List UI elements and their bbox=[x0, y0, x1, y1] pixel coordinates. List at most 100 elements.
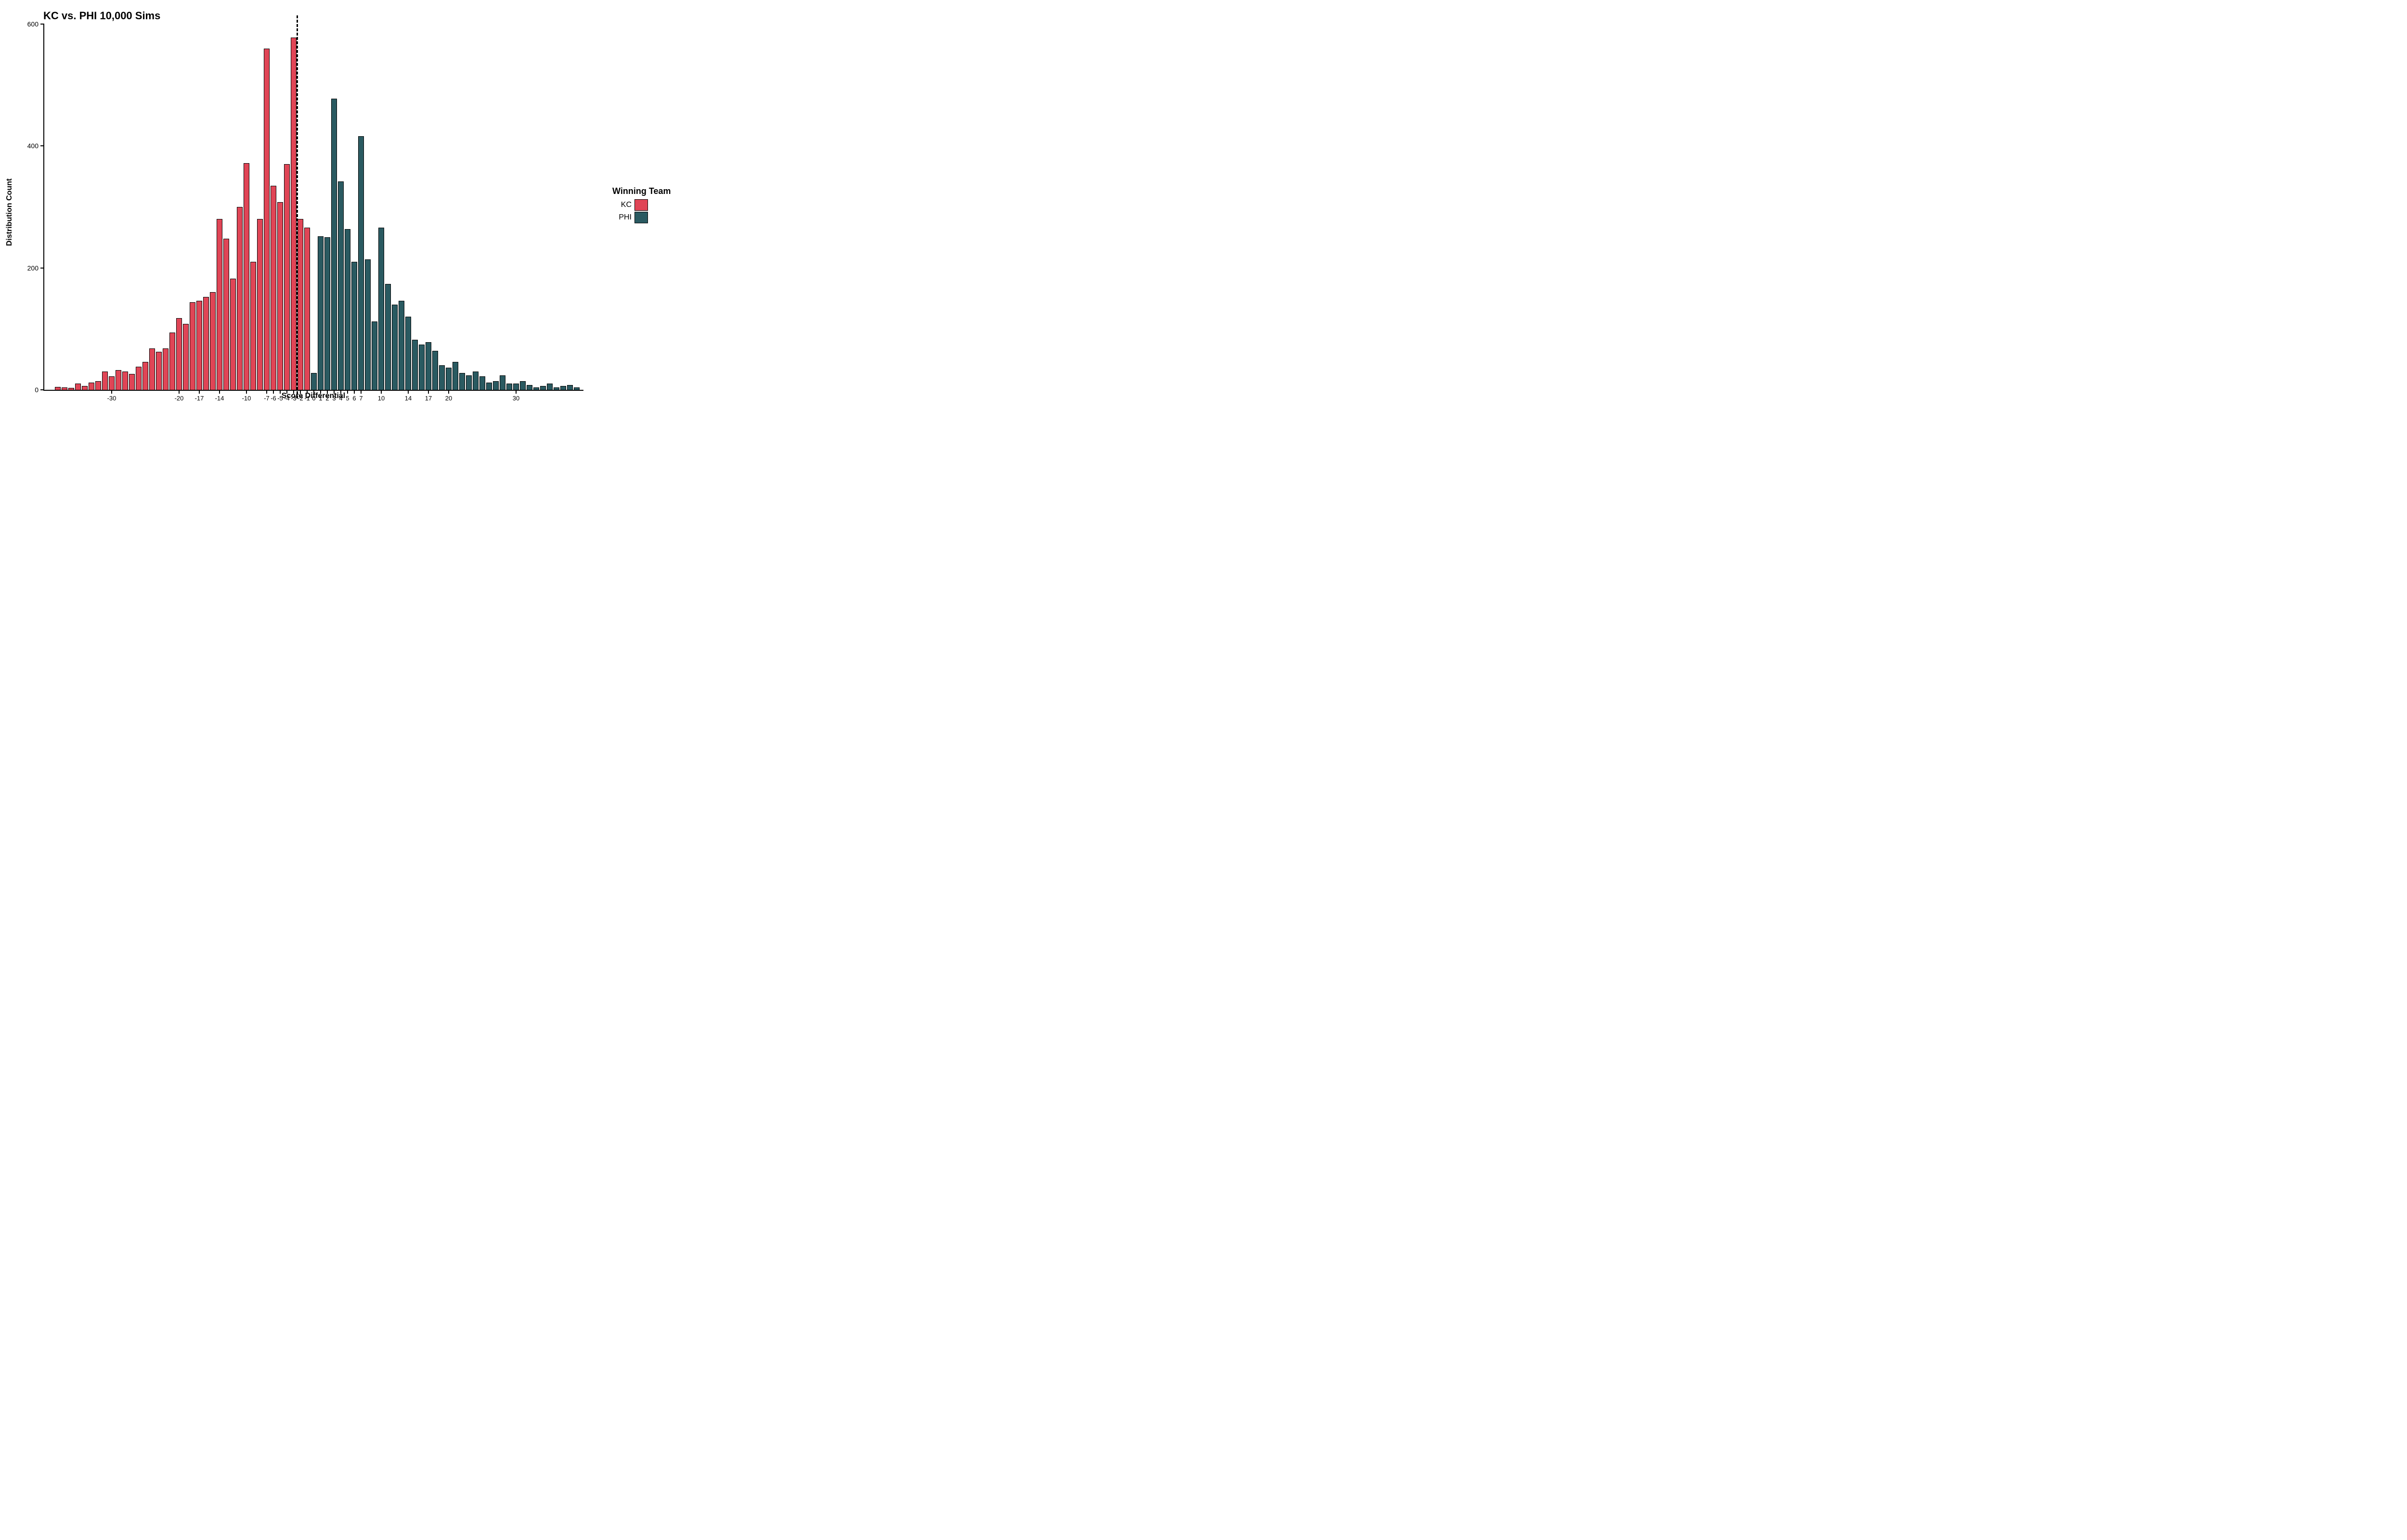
histogram-bar bbox=[574, 387, 580, 390]
histogram-bar bbox=[210, 292, 216, 390]
histogram-bar bbox=[439, 365, 445, 390]
y-tick bbox=[40, 389, 44, 390]
y-tick bbox=[40, 24, 44, 25]
histogram-bar bbox=[116, 370, 121, 390]
x-tick bbox=[448, 390, 449, 394]
histogram-bar bbox=[163, 348, 168, 390]
histogram-bar bbox=[378, 228, 384, 390]
histogram-bar bbox=[142, 362, 148, 390]
x-tick-label: -10 bbox=[242, 395, 251, 402]
x-tick bbox=[334, 390, 335, 394]
histogram-bar bbox=[338, 181, 344, 390]
histogram-bar bbox=[493, 381, 499, 390]
histogram-bar bbox=[372, 321, 377, 390]
x-tick bbox=[347, 390, 348, 394]
x-tick-label: -20 bbox=[175, 395, 184, 402]
histogram-bar bbox=[547, 384, 553, 390]
x-tick bbox=[340, 390, 341, 394]
histogram-bar bbox=[284, 164, 290, 390]
histogram-bar bbox=[567, 385, 573, 390]
x-tick bbox=[361, 390, 362, 394]
histogram-bar bbox=[392, 305, 398, 390]
histogram-bar bbox=[244, 163, 249, 390]
histogram-bar bbox=[506, 384, 512, 390]
x-tick bbox=[219, 390, 220, 394]
histogram-bar bbox=[89, 383, 94, 390]
reference-vline bbox=[297, 15, 298, 398]
histogram-bar bbox=[217, 219, 222, 390]
histogram-bar bbox=[426, 342, 431, 390]
histogram-bar bbox=[419, 345, 425, 390]
histogram-bar bbox=[183, 324, 189, 390]
histogram-bar bbox=[68, 388, 74, 390]
plot-frame: Distribution Count 0200400600-30-20-17-1… bbox=[14, 24, 583, 400]
x-tick bbox=[179, 390, 180, 394]
legend-item-label: KC bbox=[612, 201, 632, 209]
x-tick-label: 17 bbox=[425, 395, 432, 402]
histogram-bar bbox=[291, 38, 297, 390]
histogram-bar bbox=[169, 333, 175, 390]
x-tick-label: -2 bbox=[298, 395, 303, 402]
histogram-bar bbox=[560, 386, 566, 390]
x-tick-label: -5 bbox=[277, 395, 283, 402]
histogram-bar bbox=[358, 136, 364, 390]
histogram-bar bbox=[540, 386, 546, 390]
x-tick bbox=[199, 390, 200, 394]
histogram-bar bbox=[264, 49, 270, 390]
y-tick-label: 200 bbox=[27, 264, 39, 272]
legend: Winning Team KC PHI bbox=[612, 186, 671, 224]
x-tick-label: 14 bbox=[405, 395, 412, 402]
legend-item-label: PHI bbox=[612, 213, 632, 222]
x-tick bbox=[246, 390, 247, 394]
x-tick-label: -4 bbox=[284, 395, 290, 402]
y-tick-label: 600 bbox=[27, 20, 39, 28]
x-tick bbox=[286, 390, 287, 394]
legend-swatch bbox=[634, 199, 648, 211]
legend-swatch bbox=[634, 212, 648, 223]
histogram-bar bbox=[230, 279, 236, 390]
histogram-bar bbox=[136, 367, 142, 390]
x-tick bbox=[381, 390, 382, 394]
x-tick-label: 0 bbox=[312, 395, 315, 402]
y-tick bbox=[40, 145, 44, 146]
histogram-bar bbox=[311, 373, 317, 390]
histogram-bar bbox=[453, 362, 458, 390]
x-tick bbox=[313, 390, 314, 394]
histogram-bar bbox=[75, 384, 81, 390]
x-tick bbox=[293, 390, 294, 394]
histogram-bar bbox=[533, 387, 539, 390]
legend-item: PHI bbox=[612, 212, 671, 223]
histogram-bar bbox=[318, 236, 324, 390]
histogram-bar bbox=[223, 239, 229, 390]
histogram-bar bbox=[55, 387, 61, 390]
x-tick-label: 30 bbox=[513, 395, 519, 402]
x-tick-label: 7 bbox=[359, 395, 362, 402]
histogram-bar bbox=[109, 376, 115, 390]
histogram-bar bbox=[62, 387, 67, 390]
histogram-bar bbox=[405, 317, 411, 390]
y-tick-label: 400 bbox=[27, 142, 39, 150]
histogram-bar bbox=[432, 351, 438, 390]
legend-items: KC PHI bbox=[612, 199, 671, 223]
histogram-bar bbox=[412, 340, 418, 390]
x-tick bbox=[280, 390, 281, 394]
histogram-bar bbox=[466, 375, 472, 390]
x-tick bbox=[408, 390, 409, 394]
legend-title: Winning Team bbox=[612, 186, 671, 196]
x-tick bbox=[273, 390, 274, 394]
histogram-bar bbox=[190, 302, 195, 390]
x-tick-label: -30 bbox=[107, 395, 116, 402]
histogram-bar bbox=[473, 372, 479, 390]
histogram-bar bbox=[176, 318, 182, 390]
y-tick-label: 0 bbox=[35, 386, 39, 394]
x-tick-label: 5 bbox=[346, 395, 349, 402]
x-tick-label: 4 bbox=[339, 395, 342, 402]
histogram-bar bbox=[271, 186, 276, 390]
histogram-bar bbox=[257, 219, 263, 390]
histogram-bar bbox=[298, 219, 303, 390]
histogram-bar bbox=[203, 297, 209, 390]
histogram-bar bbox=[237, 207, 243, 390]
x-tick-label: -3 bbox=[291, 395, 297, 402]
x-tick bbox=[428, 390, 429, 394]
histogram-bar bbox=[331, 99, 337, 390]
